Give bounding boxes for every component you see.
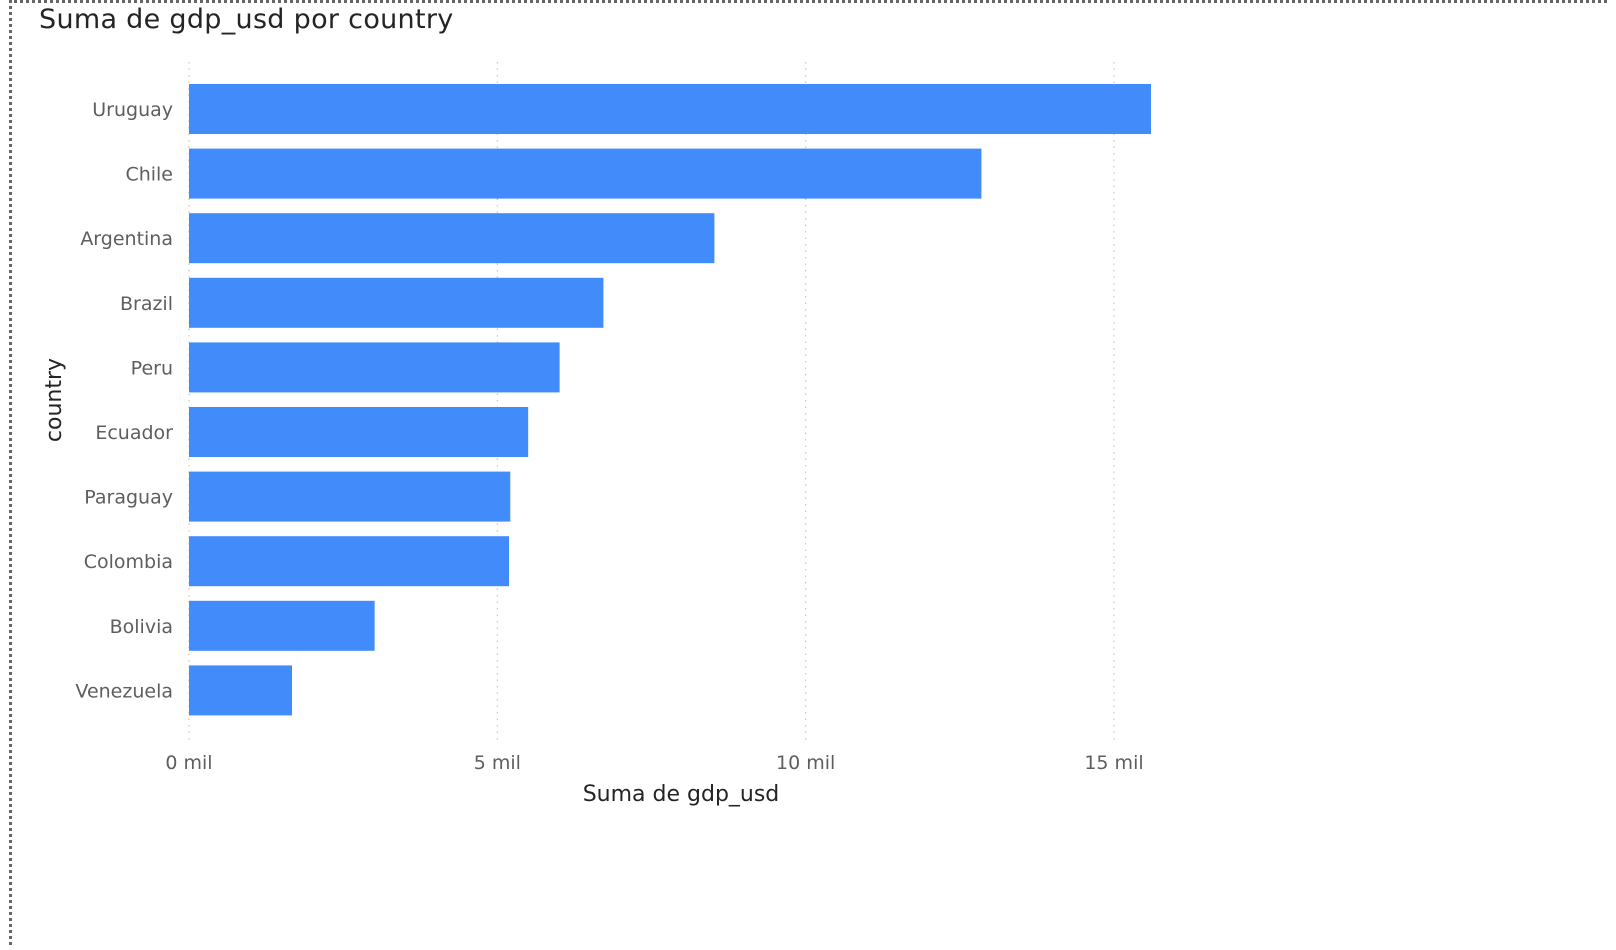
x-tick-label: 10 mil [776, 752, 835, 774]
category-label-ecuador: Ecuador [95, 422, 173, 444]
bar-chile[interactable] [189, 148, 982, 199]
category-label-peru: Peru [131, 357, 173, 379]
category-label-bolivia: Bolivia [110, 616, 173, 638]
category-label-chile: Chile [125, 164, 173, 186]
category-label-paraguay: Paraguay [84, 487, 173, 509]
bar-colombia[interactable] [189, 536, 510, 587]
x-tick-label: 15 mil [1084, 752, 1143, 774]
visual-container[interactable] [9, 0, 1607, 945]
category-label-uruguay: Uruguay [92, 99, 173, 121]
category-label-venezuela: Venezuela [75, 680, 173, 702]
category-label-argentina: Argentina [80, 228, 173, 250]
bar-venezuela[interactable] [189, 665, 292, 716]
x-axis-title: Suma de gdp_usd [583, 782, 780, 807]
x-tick-label: 5 mil [474, 752, 521, 774]
bar-bolivia[interactable] [189, 600, 375, 651]
category-label-brazil: Brazil [120, 293, 173, 315]
bar-paraguay[interactable] [189, 471, 511, 522]
chart-title: Suma de gdp_usd por country [39, 4, 454, 35]
bar-brazil[interactable] [189, 277, 604, 328]
category-labels: Uruguay Chile Argentina Brazil Peru Ecuador Pa… [75, 99, 173, 702]
y-axis-title: country [42, 358, 67, 442]
bar-ecuador[interactable] [189, 407, 529, 457]
x-tick-label: 0 mil [165, 752, 212, 774]
category-label-colombia: Colombia [84, 551, 173, 573]
bar-uruguay[interactable] [189, 84, 1151, 134]
bars [189, 84, 1151, 716]
bar-peru[interactable] [189, 342, 560, 393]
x-tick-labels: 0 mil 5 mil 10 mil 15 mil [165, 752, 1143, 774]
bar-argentina[interactable] [189, 213, 715, 264]
